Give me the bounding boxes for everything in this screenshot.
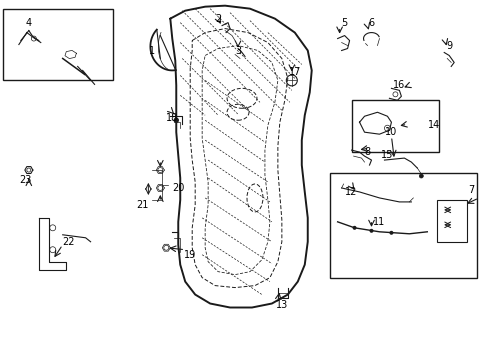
Bar	[3, 9, 112, 80]
Text: 10: 10	[385, 127, 397, 137]
Text: 3: 3	[234, 45, 241, 55]
Circle shape	[369, 229, 373, 233]
Bar	[436, 200, 466, 242]
Text: 2: 2	[215, 14, 221, 24]
Text: 23: 23	[20, 175, 32, 185]
Text: 12: 12	[345, 187, 357, 197]
Text: 7: 7	[467, 185, 473, 195]
Bar	[329, 173, 476, 278]
Text: 17: 17	[288, 67, 301, 77]
Text: 16: 16	[392, 80, 405, 90]
Text: 8: 8	[364, 147, 370, 157]
Text: 21: 21	[136, 200, 148, 210]
Circle shape	[174, 118, 178, 122]
Circle shape	[419, 174, 423, 178]
Text: 18: 18	[166, 113, 178, 123]
Text: 22: 22	[62, 237, 75, 247]
Circle shape	[352, 226, 356, 230]
Text: 19: 19	[183, 250, 196, 260]
Text: 11: 11	[373, 217, 385, 227]
Text: 15: 15	[381, 150, 393, 160]
Text: 4: 4	[26, 18, 32, 28]
Text: 9: 9	[445, 41, 451, 50]
Text: 6: 6	[367, 18, 374, 28]
Text: 5: 5	[341, 18, 347, 28]
Text: 13: 13	[275, 300, 287, 310]
Text: 1: 1	[149, 45, 155, 55]
Circle shape	[388, 231, 393, 235]
Text: 14: 14	[427, 120, 440, 130]
Text: 20: 20	[172, 183, 184, 193]
Bar	[351, 100, 438, 152]
